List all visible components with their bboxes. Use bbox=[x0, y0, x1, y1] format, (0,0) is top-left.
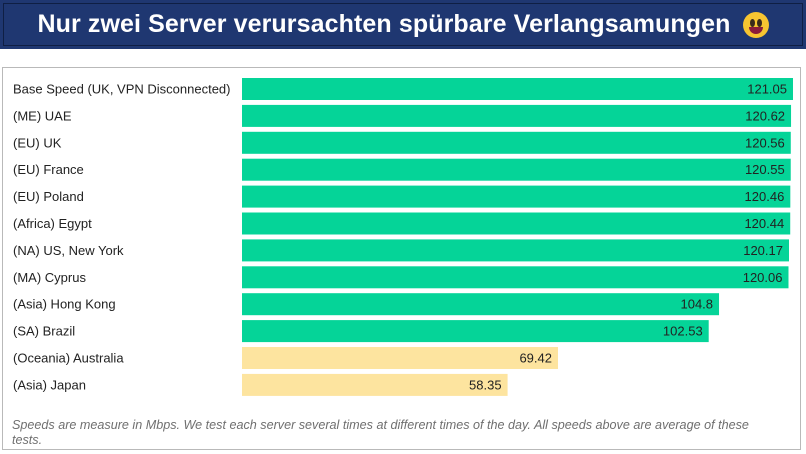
bar-chart: Base Speed (UK, VPN Disconnected) 121.05 (… bbox=[13, 78, 793, 396]
footnote: Speeds are measure in Mbps. We test each… bbox=[12, 418, 749, 447]
bar bbox=[242, 239, 789, 262]
category-label: (Asia) Hong Kong bbox=[13, 297, 116, 312]
bar-value-label: 120.06 bbox=[743, 270, 783, 285]
bar bbox=[242, 320, 709, 343]
bar bbox=[242, 131, 791, 154]
category-label: (EU) UK bbox=[13, 135, 62, 150]
bar-value-label: 69.42 bbox=[519, 351, 552, 366]
category-label: Base Speed (UK, VPN Disconnected) bbox=[13, 82, 231, 97]
category-label: (NA) US, New York bbox=[13, 243, 124, 258]
category-label: (Oceania) Australia bbox=[13, 351, 124, 366]
bar-value-label: 120.56 bbox=[745, 135, 785, 150]
bar bbox=[242, 185, 791, 208]
bar bbox=[242, 347, 558, 369]
bar-value-label: 120.46 bbox=[745, 189, 785, 204]
grinning-face-icon bbox=[742, 11, 769, 38]
bar-value-label: 104.8 bbox=[680, 297, 713, 312]
category-label: (Africa) Egypt bbox=[13, 216, 92, 231]
header-banner: Nur zwei Server verursachten spürbare Ve… bbox=[0, 0, 806, 52]
chart-panel: Base Speed (UK, VPN Disconnected) 121.05 (… bbox=[2, 67, 801, 450]
category-label: (SA) Brazil bbox=[13, 324, 75, 339]
category-label: (MA) Cyprus bbox=[13, 270, 86, 285]
bar-value-label: 120.62 bbox=[745, 108, 785, 123]
page-title: Nur zwei Server verursachten spürbare Ve… bbox=[37, 10, 731, 38]
bar-value-label: 120.55 bbox=[745, 162, 785, 177]
category-label: (Asia) Japan bbox=[13, 377, 86, 392]
bar-value-label: 121.05 bbox=[747, 82, 787, 97]
title-wrap: Nur zwei Server verursachten spürbare Ve… bbox=[37, 10, 769, 39]
category-label: (ME) UAE bbox=[13, 108, 72, 123]
bar bbox=[242, 158, 791, 181]
bar bbox=[242, 78, 793, 100]
category-label: (EU) Poland bbox=[13, 189, 84, 204]
category-label: (EU) France bbox=[13, 162, 84, 177]
bar bbox=[242, 373, 508, 396]
bar bbox=[242, 293, 720, 316]
bar-value-label: 58.35 bbox=[469, 377, 502, 392]
bar-value-label: 102.53 bbox=[663, 324, 703, 339]
bar bbox=[242, 266, 789, 289]
bar bbox=[242, 212, 791, 235]
bar-value-label: 120.17 bbox=[743, 243, 783, 258]
bar bbox=[242, 104, 792, 127]
header-frame bbox=[3, 3, 803, 46]
bar-value-label: 120.44 bbox=[744, 216, 784, 231]
